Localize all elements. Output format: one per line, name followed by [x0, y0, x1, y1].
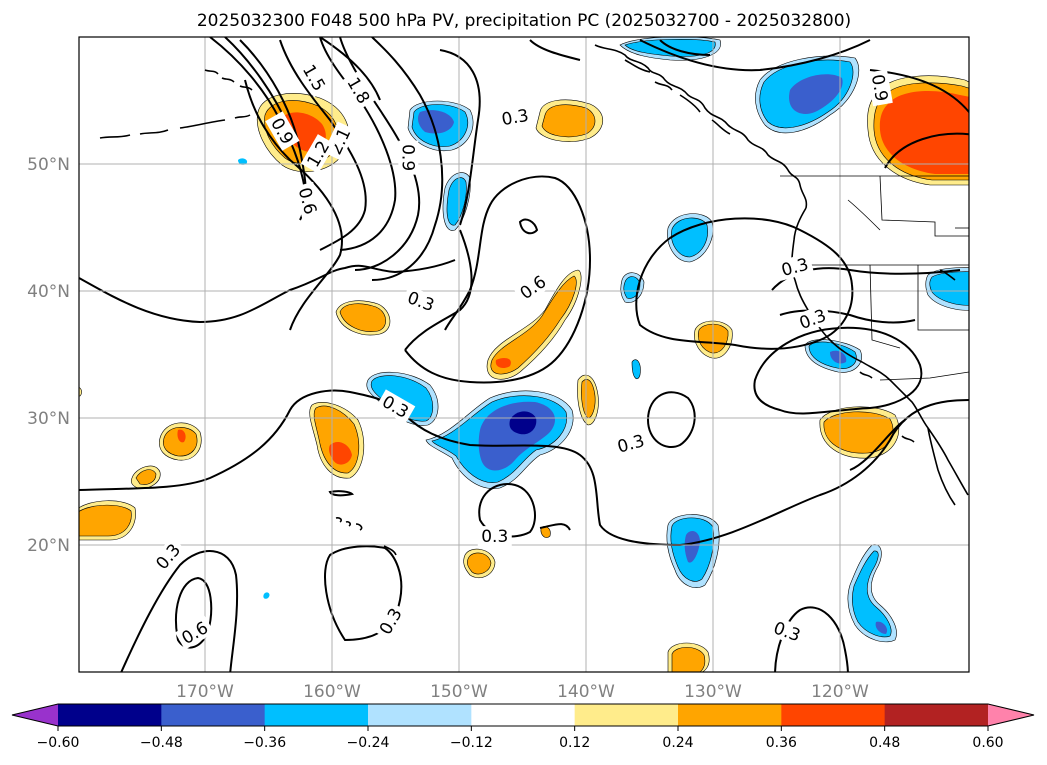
pv-label-bg: [341, 70, 376, 111]
pv-label-bg: [265, 111, 300, 151]
colorbar-bin: [161, 704, 266, 726]
colorbar-tick-label: 0.48: [869, 735, 900, 751]
pv-label-bg: [767, 616, 807, 647]
colorbar-tick-label: −0.60: [37, 735, 80, 751]
pv-contour-label: 0.9: [397, 144, 417, 171]
positive-anomaly-central: [486, 269, 582, 380]
colorbar-tick-label: 0.24: [662, 735, 693, 751]
map-frame: [78, 36, 970, 673]
colorbar: −0.60 −0.48 −0.36 −0.24 −0.12 0.12 0.24 0.36 0.4…: [11, 703, 1035, 751]
colorbar-bin: [884, 704, 989, 726]
lon-label-150w: 150°W: [430, 682, 488, 702]
lon-label-160w: 160°W: [303, 682, 361, 702]
pv-label-bg: [611, 429, 650, 458]
negative-anomaly-central: [425, 390, 574, 489]
positive-anomaly-west: [79, 422, 202, 541]
gridlines: [79, 37, 969, 672]
colorbar-bin: [471, 704, 576, 726]
pv-label-bg: [513, 269, 553, 306]
lon-label-140w: 140°W: [557, 682, 615, 702]
colorbar-tick-label: 0.36: [766, 735, 797, 751]
pv-contour-label: 0.3: [481, 527, 508, 547]
pv-label-bg: [775, 252, 814, 281]
colorbar-extend-low: [12, 704, 58, 726]
lat-label-40: 40°N: [27, 282, 70, 302]
colorbar-tick-label: −0.12: [450, 735, 493, 751]
colorbar-bin: [58, 704, 162, 726]
pv-label-bg: [149, 536, 187, 576]
pv-label-bg: [375, 389, 416, 424]
positive-anomaly-west-central: [309, 300, 391, 479]
pv-label-bg: [477, 526, 512, 547]
pv-contour-labels: 1.5 1.82.11.20.90.60.90.30.90.3 0.60.30.30…: [149, 57, 893, 650]
colorbar-extend-high: [988, 704, 1034, 726]
lon-label-130w: 130°W: [684, 682, 742, 702]
lat-label-50: 50°N: [27, 155, 70, 175]
pv-label-bg: [867, 69, 893, 107]
lat-label-20: 20°N: [27, 536, 70, 556]
pv-label-bg: [793, 303, 833, 335]
colorbar-tick-label: 0.12: [559, 735, 590, 751]
longitude-labels: 170°W 160°W 150°W 140°W 130°W 120°W: [176, 682, 869, 702]
colorbar-tick-label: −0.24: [347, 735, 390, 751]
pv-label-bg: [297, 57, 332, 98]
pv-label-bg: [398, 140, 419, 175]
colorbar-bin: [781, 704, 886, 726]
colorbar-bin: [574, 704, 679, 726]
pv-label-bg: [174, 615, 215, 650]
pv-label-bg: [300, 134, 336, 174]
figure-title: 2025032300 F048 500 hPa PV, precipitatio…: [197, 11, 851, 31]
lat-label-30: 30°N: [27, 409, 70, 429]
pv-label-bg: [323, 121, 356, 161]
colorbar-tick-label: −0.36: [243, 735, 286, 751]
negative-anomaly-misc: [238, 37, 969, 643]
pv-label-bg: [401, 285, 441, 317]
pv-label-bg: [373, 601, 408, 641]
lon-label-170w: 170°W: [176, 682, 234, 702]
colorbar-bin: [368, 704, 472, 726]
colorbar-bin: [264, 704, 369, 726]
pv-contour-label: 0.9: [867, 73, 891, 103]
colorbar-bin: [678, 704, 782, 726]
political-borders: [780, 175, 969, 381]
lon-label-120w: 120°W: [811, 682, 869, 702]
map-panel: 1.5 1.82.11.20.90.60.90.30.90.3 0.60.30.30…: [78, 36, 970, 673]
colorbar-tick-label: 0.60: [972, 735, 1003, 751]
colorbar-tick-label: −0.48: [140, 735, 183, 751]
pv-label-bg: [293, 181, 322, 220]
pv-contour-label: 0.3: [500, 106, 530, 130]
pv-label-bg: [496, 104, 534, 130]
latitude-labels: 20°N 30°N 40°N 50°N: [27, 155, 70, 556]
positive-anomaly-small-north: [535, 99, 604, 142]
